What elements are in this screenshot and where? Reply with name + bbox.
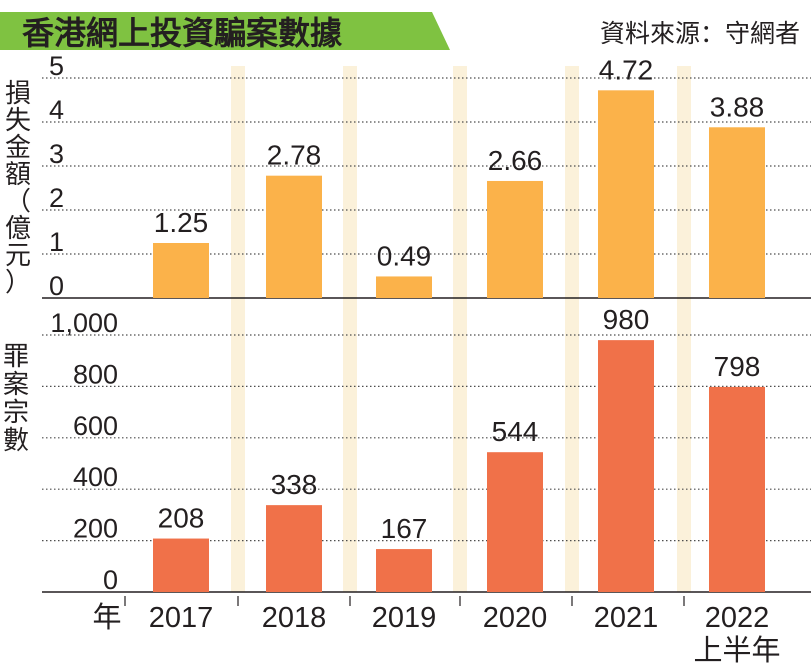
- y-tick-label: 1: [49, 227, 64, 257]
- column-stripe-3: [453, 66, 467, 592]
- data-label: 2.66: [488, 145, 543, 176]
- y-tick-label: 200: [73, 514, 118, 544]
- data-label: 167: [381, 513, 428, 544]
- y-tick-label: 0: [103, 565, 118, 595]
- y-axis-label-char: ）: [5, 268, 31, 298]
- y-axis-label-char: 金: [5, 133, 31, 163]
- y-tick-label: 0: [49, 271, 64, 301]
- x-tick-label-2021: 2021: [594, 602, 659, 634]
- data-label: 1.25: [154, 207, 209, 238]
- x-tick-label-2020: 2020: [483, 602, 548, 634]
- bar-2020: [487, 180, 543, 298]
- title-banner: [0, 12, 450, 50]
- data-label: 0.49: [377, 240, 432, 271]
- y-tick-label: 600: [73, 411, 118, 441]
- year-stripes: [231, 66, 691, 592]
- bar-2019: [376, 549, 432, 592]
- y-axis-label-char: 額: [5, 160, 31, 190]
- y-tick-label: 400: [73, 462, 118, 492]
- bar-2021: [598, 340, 654, 592]
- bar-2019: [376, 276, 432, 298]
- data-label: 208: [158, 503, 205, 534]
- bar-2018: [266, 505, 322, 592]
- data-label: 3.88: [710, 91, 765, 122]
- data-label: 2.78: [267, 140, 322, 171]
- bar-2018: [266, 175, 322, 298]
- y-axis-label-char: 元: [5, 241, 31, 271]
- chart-title: 香港網上投資騙案數據: [22, 14, 343, 52]
- y-axis-label-char: 宗: [3, 398, 29, 428]
- y-tick-label: 5: [49, 51, 64, 81]
- x-tick-suffix: 上半年: [693, 634, 780, 667]
- column-stripe-1: [231, 66, 245, 592]
- y-axis-label-char: 失: [5, 106, 31, 136]
- x-tick-label-2018: 2018: [262, 602, 327, 634]
- y-axis-label-char: （: [5, 187, 31, 217]
- x-tick-label-2022: 2022: [705, 602, 770, 634]
- bar-2020: [487, 452, 543, 592]
- y-tick-label: 2: [49, 183, 64, 213]
- y-tick-label: 1,000: [50, 308, 118, 338]
- y-axis-label-char: 案: [3, 370, 29, 400]
- bars: [153, 90, 765, 592]
- data-label: 338: [271, 469, 318, 500]
- x-tick-label-2019: 2019: [372, 602, 437, 634]
- bar-2017: [153, 538, 209, 592]
- source-note: 資料來源：守網者: [600, 19, 800, 48]
- column-stripe-2: [343, 66, 357, 592]
- x-axis-label: 年: [92, 601, 121, 634]
- bar-2022: [709, 127, 765, 298]
- y-axis-label-char: 罪: [3, 342, 29, 372]
- column-stripe-4: [565, 66, 579, 592]
- column-stripe-5: [677, 66, 691, 592]
- data-label: 798: [714, 351, 761, 382]
- y-axis-label-char: 損: [5, 79, 31, 109]
- data-label: 980: [603, 304, 650, 335]
- bar-2021: [598, 90, 654, 298]
- data-label: 544: [492, 416, 539, 447]
- y-tick-label: 3: [49, 139, 64, 169]
- y-axis-label-char: 數: [3, 426, 29, 456]
- bar-2017: [153, 243, 209, 298]
- y-axis-label-char: 億: [5, 214, 31, 244]
- y-tick-label: 800: [73, 359, 118, 389]
- bar-2022: [709, 386, 765, 592]
- y-tick-label: 4: [49, 95, 64, 125]
- data-label: 4.72: [599, 54, 654, 85]
- x-tick-label-2017: 2017: [149, 602, 214, 634]
